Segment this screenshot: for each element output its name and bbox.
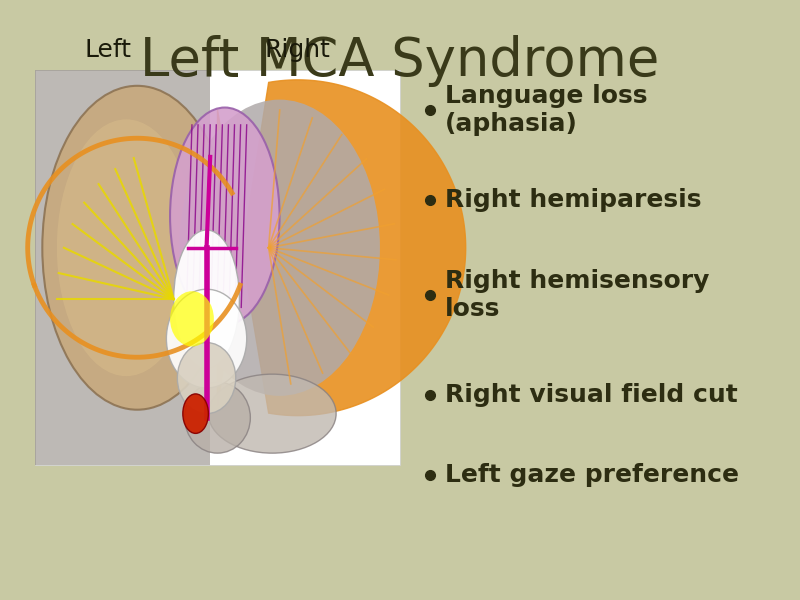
Ellipse shape <box>57 119 195 376</box>
Ellipse shape <box>42 86 232 410</box>
FancyBboxPatch shape <box>35 70 400 465</box>
Text: Left: Left <box>85 38 131 62</box>
Text: Language loss
(aphasia): Language loss (aphasia) <box>445 83 647 136</box>
Text: Right visual field cut: Right visual field cut <box>445 383 738 407</box>
Text: Left MCA Syndrome: Left MCA Syndrome <box>140 35 660 87</box>
Ellipse shape <box>174 230 239 368</box>
Polygon shape <box>218 80 466 416</box>
Ellipse shape <box>166 289 246 388</box>
Ellipse shape <box>185 382 250 453</box>
Text: Right hemiparesis: Right hemiparesis <box>445 188 702 212</box>
Ellipse shape <box>183 394 208 433</box>
Text: Right: Right <box>265 38 330 62</box>
FancyBboxPatch shape <box>35 70 210 465</box>
Text: Right hemisensory
loss: Right hemisensory loss <box>445 269 710 322</box>
Ellipse shape <box>170 107 279 325</box>
Ellipse shape <box>179 100 380 396</box>
Ellipse shape <box>208 374 336 453</box>
Ellipse shape <box>170 291 214 347</box>
Ellipse shape <box>178 343 236 413</box>
Text: Left gaze preference: Left gaze preference <box>445 463 739 487</box>
